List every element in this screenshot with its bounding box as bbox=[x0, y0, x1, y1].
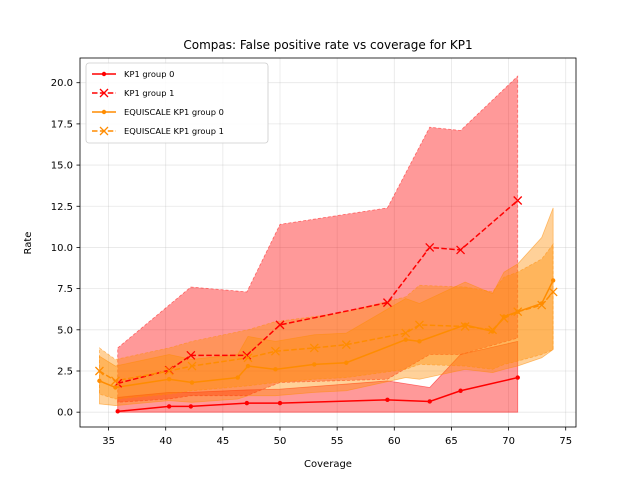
marker-series-2 bbox=[97, 378, 102, 384]
plot-frame bbox=[79, 57, 577, 428]
band-series-3 bbox=[99, 242, 554, 400]
marker-series-3 bbox=[243, 353, 253, 363]
x-tick-label: 75 bbox=[559, 436, 572, 447]
x-tick-label: 40 bbox=[159, 436, 172, 447]
y-tick-label: 0.0 bbox=[57, 408, 73, 419]
y-tick-label: 17.5 bbox=[51, 119, 73, 130]
marker-series-2 bbox=[344, 360, 349, 365]
marker-series-0 bbox=[277, 400, 283, 406]
marker-series-3 bbox=[513, 307, 523, 317]
x-tick-label: 70 bbox=[502, 436, 515, 447]
legend-box bbox=[85, 62, 269, 144]
marker-series-3 bbox=[110, 376, 120, 386]
marker-series-1 bbox=[275, 320, 285, 330]
marker-series-3 bbox=[401, 328, 411, 338]
marker-series-1 bbox=[456, 245, 466, 255]
marker-series-3 bbox=[537, 300, 547, 310]
legend-label: KP1 group 1 bbox=[124, 88, 174, 98]
y-tick-label: 10.0 bbox=[51, 243, 73, 254]
legend: KP1 group 0 KP1 group 1 EQUISCALE KP1 grou… bbox=[85, 62, 269, 144]
marker-series-3 bbox=[548, 287, 558, 297]
legend-label: EQUISCALE KP1 group 0 bbox=[124, 107, 224, 117]
marker-series-2 bbox=[113, 385, 118, 390]
legend-label: EQUISCALE KP1 group 1 bbox=[124, 126, 224, 136]
y-tick-label: 12.5 bbox=[51, 202, 73, 213]
y-tick-label: 5.0 bbox=[57, 325, 73, 336]
marker-series-3 bbox=[309, 343, 319, 353]
marker-series-3 bbox=[187, 361, 197, 371]
marker-series-0 bbox=[166, 404, 172, 409]
marker-series-2 bbox=[273, 367, 278, 372]
legend-label: KP1 group 0 bbox=[124, 69, 174, 79]
marker-series-3 bbox=[341, 340, 351, 350]
marker-series-0 bbox=[188, 404, 194, 409]
line-series-1 bbox=[117, 199, 519, 385]
legend-marker bbox=[99, 126, 109, 136]
marker-series-3 bbox=[460, 322, 470, 331]
marker-series-2 bbox=[235, 375, 240, 380]
marker-series-2 bbox=[550, 278, 556, 283]
x-tick-label: 60 bbox=[388, 436, 401, 447]
series-markers bbox=[94, 196, 558, 414]
marker-series-0 bbox=[385, 397, 390, 403]
x-tick-label: 45 bbox=[216, 436, 229, 447]
marker-series-1 bbox=[425, 242, 435, 252]
legend-marker bbox=[101, 109, 107, 115]
x-axis-ticks: 35 40 45 50 55 60 65 70 75 bbox=[102, 427, 572, 447]
chart-title: Compas: False positive rate vs coverage … bbox=[183, 38, 472, 52]
x-tick-label: 50 bbox=[274, 436, 287, 447]
marker-series-0 bbox=[515, 375, 520, 380]
marker-series-3 bbox=[270, 346, 280, 356]
x-axis-label: Coverage bbox=[304, 459, 352, 470]
confidence-bands bbox=[99, 75, 554, 413]
y-tick-label: 2.5 bbox=[57, 366, 73, 377]
marker-series-3 bbox=[414, 320, 424, 330]
marker-series-0 bbox=[427, 399, 432, 404]
marker-series-3 bbox=[499, 313, 509, 323]
y-axis-ticks: 0.0 2.5 5.0 7.5 10.0 12.5 15.0 17.5 20.0 bbox=[51, 78, 80, 419]
band-series-2 bbox=[99, 207, 554, 406]
legend-marker bbox=[99, 88, 109, 98]
band-series-0 bbox=[117, 340, 519, 413]
marker-series-2 bbox=[417, 339, 422, 344]
y-axis-label: Rate bbox=[23, 232, 34, 255]
x-tick-label: 55 bbox=[331, 436, 344, 447]
marker-series-3 bbox=[164, 366, 174, 376]
x-tick-label: 35 bbox=[102, 436, 115, 447]
marker-series-1 bbox=[513, 196, 523, 205]
marker-series-2 bbox=[189, 380, 195, 385]
marker-series-2 bbox=[245, 363, 251, 369]
marker-series-2 bbox=[403, 337, 408, 342]
y-tick-label: 7.5 bbox=[57, 284, 73, 295]
marker-series-3 bbox=[488, 325, 498, 335]
band-series-1 bbox=[117, 75, 519, 403]
marker-series-1 bbox=[242, 350, 252, 360]
marker-series-0 bbox=[244, 400, 250, 406]
y-tick-label: 20.0 bbox=[51, 78, 73, 89]
marker-series-1 bbox=[186, 350, 196, 360]
marker-series-2 bbox=[312, 362, 317, 367]
legend-marker bbox=[101, 71, 107, 77]
marker-series-3 bbox=[94, 366, 104, 376]
marker-series-0 bbox=[115, 409, 120, 414]
marker-series-2 bbox=[166, 377, 172, 382]
marker-series-1 bbox=[382, 298, 392, 308]
marker-series-0 bbox=[458, 388, 463, 393]
y-tick-label: 15.0 bbox=[51, 161, 73, 172]
x-tick-label: 65 bbox=[445, 436, 458, 447]
